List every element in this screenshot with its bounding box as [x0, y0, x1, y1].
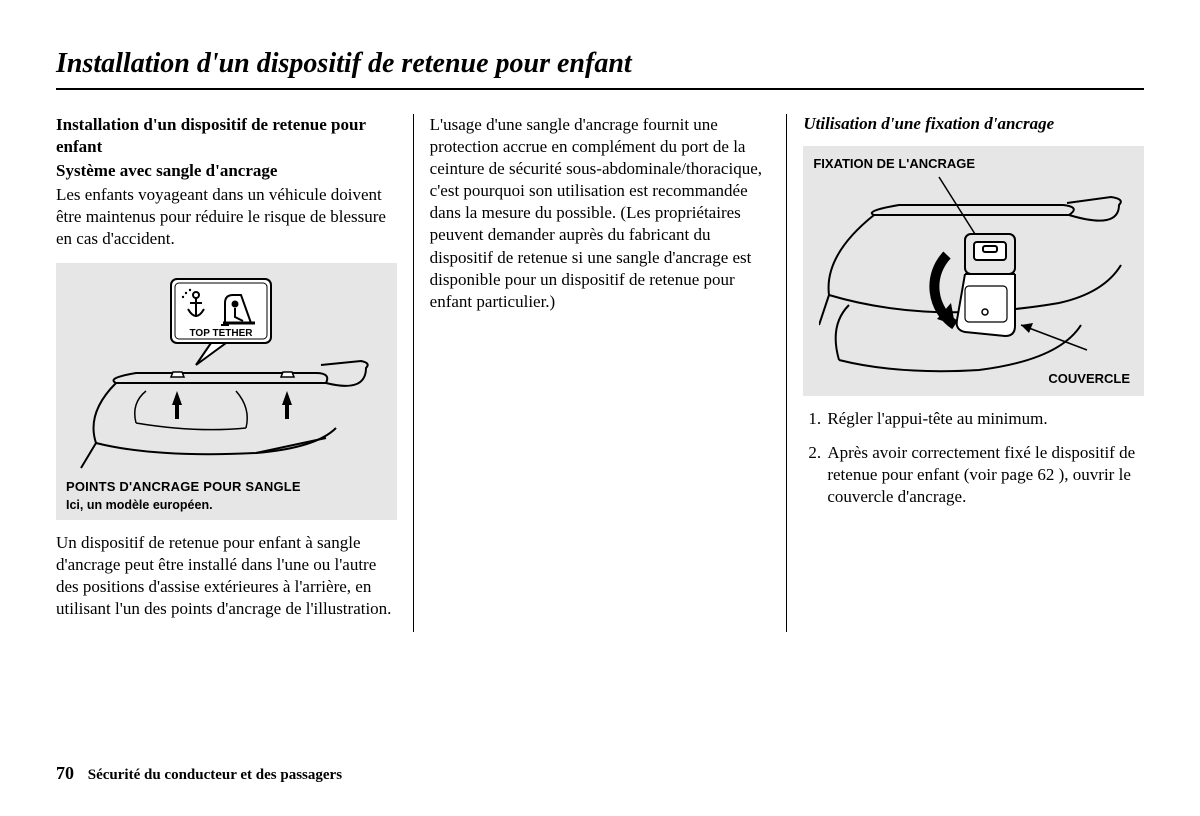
figure-anchor-cover: FIXATION DE L'ANCRAGE [803, 146, 1144, 396]
figure-subcaption-model: Ici, un modèle européen. [66, 498, 387, 512]
col1-paragraph-2: Un dispositif de retenue pour enfant à s… [56, 532, 397, 620]
tether-points-illustration: TOP TETHER [76, 273, 376, 473]
top-tether-label: TOP TETHER [190, 328, 254, 339]
col1-paragraph-1: Les enfants voyageant dans un véhicule d… [56, 184, 397, 250]
figure-label-fixation: FIXATION DE L'ANCRAGE [813, 156, 1134, 171]
title-rule [56, 88, 1144, 90]
section-name: Sécurité du conducteur et des passagers [88, 767, 342, 783]
step-1: Régler l'appui-tête au minimum. [825, 408, 1144, 430]
column-3: Utilisation d'une fixation d'ancrage FIX… [787, 114, 1144, 632]
page-number: 70 [56, 763, 74, 783]
steps-list: Régler l'appui-tête au minimum. Après av… [803, 408, 1144, 508]
col3-heading: Utilisation d'une fixation d'ancrage [803, 114, 1144, 134]
page-title: Installation d'un dispositif de retenue … [56, 48, 1144, 80]
col1-heading-1: Installation d'un dispositif de retenue … [56, 114, 397, 158]
content-columns: Installation d'un dispositif de retenue … [56, 114, 1144, 632]
step-2: Après avoir correctement fixé le disposi… [825, 442, 1144, 508]
column-1: Installation d'un dispositif de retenue … [56, 114, 413, 632]
col2-paragraph-1: L'usage d'une sangle d'ancrage fournit u… [430, 114, 771, 313]
figure-caption-anchor-points: POINTS D'ANCRAGE POUR SANGLE [66, 479, 387, 494]
column-2: L'usage d'une sangle d'ancrage fournit u… [414, 114, 787, 632]
page-footer: 70 Sécurité du conducteur et des passage… [56, 763, 342, 784]
col1-heading-2: Système avec sangle d'ancrage [56, 160, 397, 182]
figure-tether-points: TOP TETHER [56, 263, 397, 520]
anchor-cover-illustration [819, 175, 1129, 385]
